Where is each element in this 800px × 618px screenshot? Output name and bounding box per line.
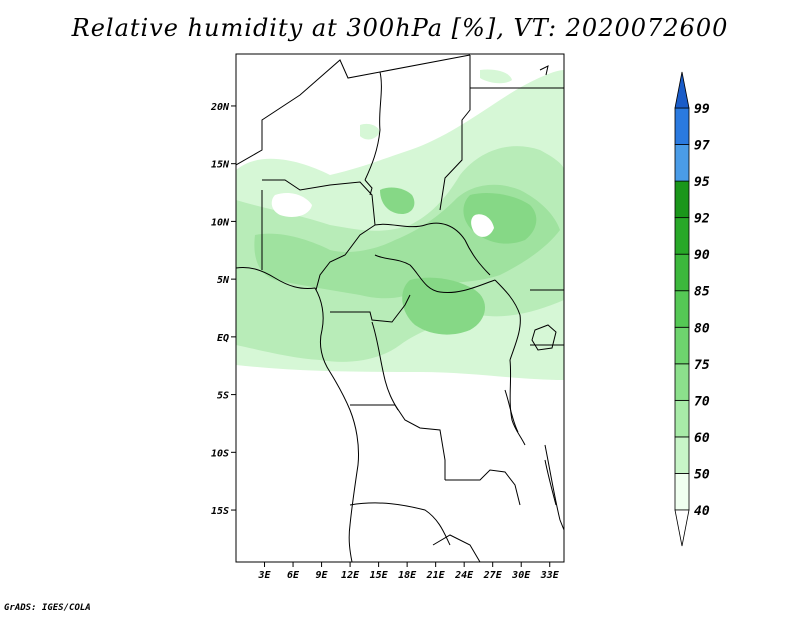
lake-outline: [544, 459, 557, 506]
colorbar-label: 92: [694, 212, 710, 227]
lon-tick-label: 30E: [511, 570, 531, 581]
lat-tick-label: 15N: [211, 160, 230, 171]
lon-tick-label: 27E: [483, 570, 503, 581]
humidity-region: [271, 193, 312, 217]
lon-tick-label: 33E: [540, 570, 560, 581]
lon-tick-label: 12E: [341, 570, 360, 581]
colorbar-segment: [674, 363, 690, 401]
lat-tick-label: 5S: [217, 391, 229, 402]
colorbar-label: 99: [694, 102, 710, 117]
humidity-region: [402, 277, 486, 335]
country-border: [439, 55, 471, 211]
lake-outline: [539, 65, 549, 76]
country-border: [371, 321, 399, 411]
chart-title: Relative humidity at 300hPa [%], VT: 202…: [71, 14, 729, 42]
colorbar-segment: [674, 473, 690, 511]
humidity-region: [471, 214, 494, 237]
country-border: [350, 404, 446, 480]
colorbar-label: 40: [694, 504, 710, 519]
colorbar-segment: [674, 180, 690, 219]
colorbar-label: 95: [694, 175, 710, 190]
country-border: [432, 534, 481, 562]
lat-tick-label: 10S: [211, 448, 229, 459]
latitude-axis: 20N 15N 10N 5N EQ 5S 10S 15S: [210, 102, 236, 517]
colorbar-segment: [674, 144, 690, 182]
map-frame: [235, 53, 565, 563]
lat-tick-label: 20N: [210, 102, 230, 113]
country-border: [315, 224, 376, 291]
lon-tick-label: 6E: [287, 570, 300, 581]
country-border: [262, 179, 376, 226]
colorbar-label: 70: [694, 394, 710, 409]
colorbar-segment: [674, 217, 690, 255]
humidity-region: [380, 187, 415, 214]
humidity-field: [236, 69, 564, 380]
colorbar-segment: [674, 253, 690, 292]
country-border: [544, 444, 564, 531]
lat-tick-label: 5N: [217, 275, 230, 286]
humidity-region: [360, 123, 380, 140]
colorbar-label: 90: [694, 248, 710, 263]
lake-outline: [504, 389, 519, 433]
country-border: [509, 359, 526, 446]
coastline: [236, 267, 359, 562]
colorbar-label: 75: [694, 358, 710, 373]
country-borders: [236, 54, 564, 562]
colorbar-segment: [674, 436, 690, 474]
lat-tick-label: 10N: [211, 217, 230, 228]
colorbar-label: 80: [694, 321, 710, 336]
lon-tick-label: 21E: [426, 570, 446, 581]
colorbar-segment: [674, 326, 690, 365]
country-border: [364, 71, 382, 181]
lon-tick-label: 18E: [398, 570, 417, 581]
country-border: [330, 294, 411, 323]
country-border: [374, 222, 491, 276]
country-border: [494, 279, 521, 361]
lon-tick-label: 15E: [370, 570, 389, 581]
credit-label: GrADS: IGES/COLA: [4, 603, 91, 613]
lon-tick-label: 9E: [316, 570, 329, 581]
lake-outline: [364, 179, 373, 196]
colorbar-label: 85: [694, 285, 710, 300]
country-border: [236, 54, 471, 166]
colorbar-label: 97: [694, 139, 710, 154]
colorbar-label: 60: [694, 431, 710, 446]
colorbar-segment: [674, 107, 690, 145]
colorbar-label: 50: [694, 467, 710, 482]
lon-tick-label: 24E: [454, 570, 474, 581]
country-border: [349, 502, 451, 546]
lon-tick-label: 3E: [257, 570, 271, 581]
lake-outline: [531, 324, 557, 351]
colorbar-max-triangle: [674, 71, 690, 109]
lat-tick-label: EQ: [217, 333, 229, 344]
colorbar-min-triangle: [674, 509, 690, 547]
country-border: [445, 469, 521, 506]
longitude-axis: 3E 6E 9E 12E 15E 18E 21E 24E 27E 30E 33E: [257, 562, 560, 581]
colorbar-segment: [674, 399, 690, 438]
colorbar-segment: [674, 290, 690, 328]
country-border: [374, 254, 496, 294]
humidity-region: [480, 69, 512, 84]
lat-tick-label: 15S: [211, 506, 229, 517]
colorbar: 99 97 95 92 90 85 80 75 70 60 50 40: [674, 71, 710, 547]
